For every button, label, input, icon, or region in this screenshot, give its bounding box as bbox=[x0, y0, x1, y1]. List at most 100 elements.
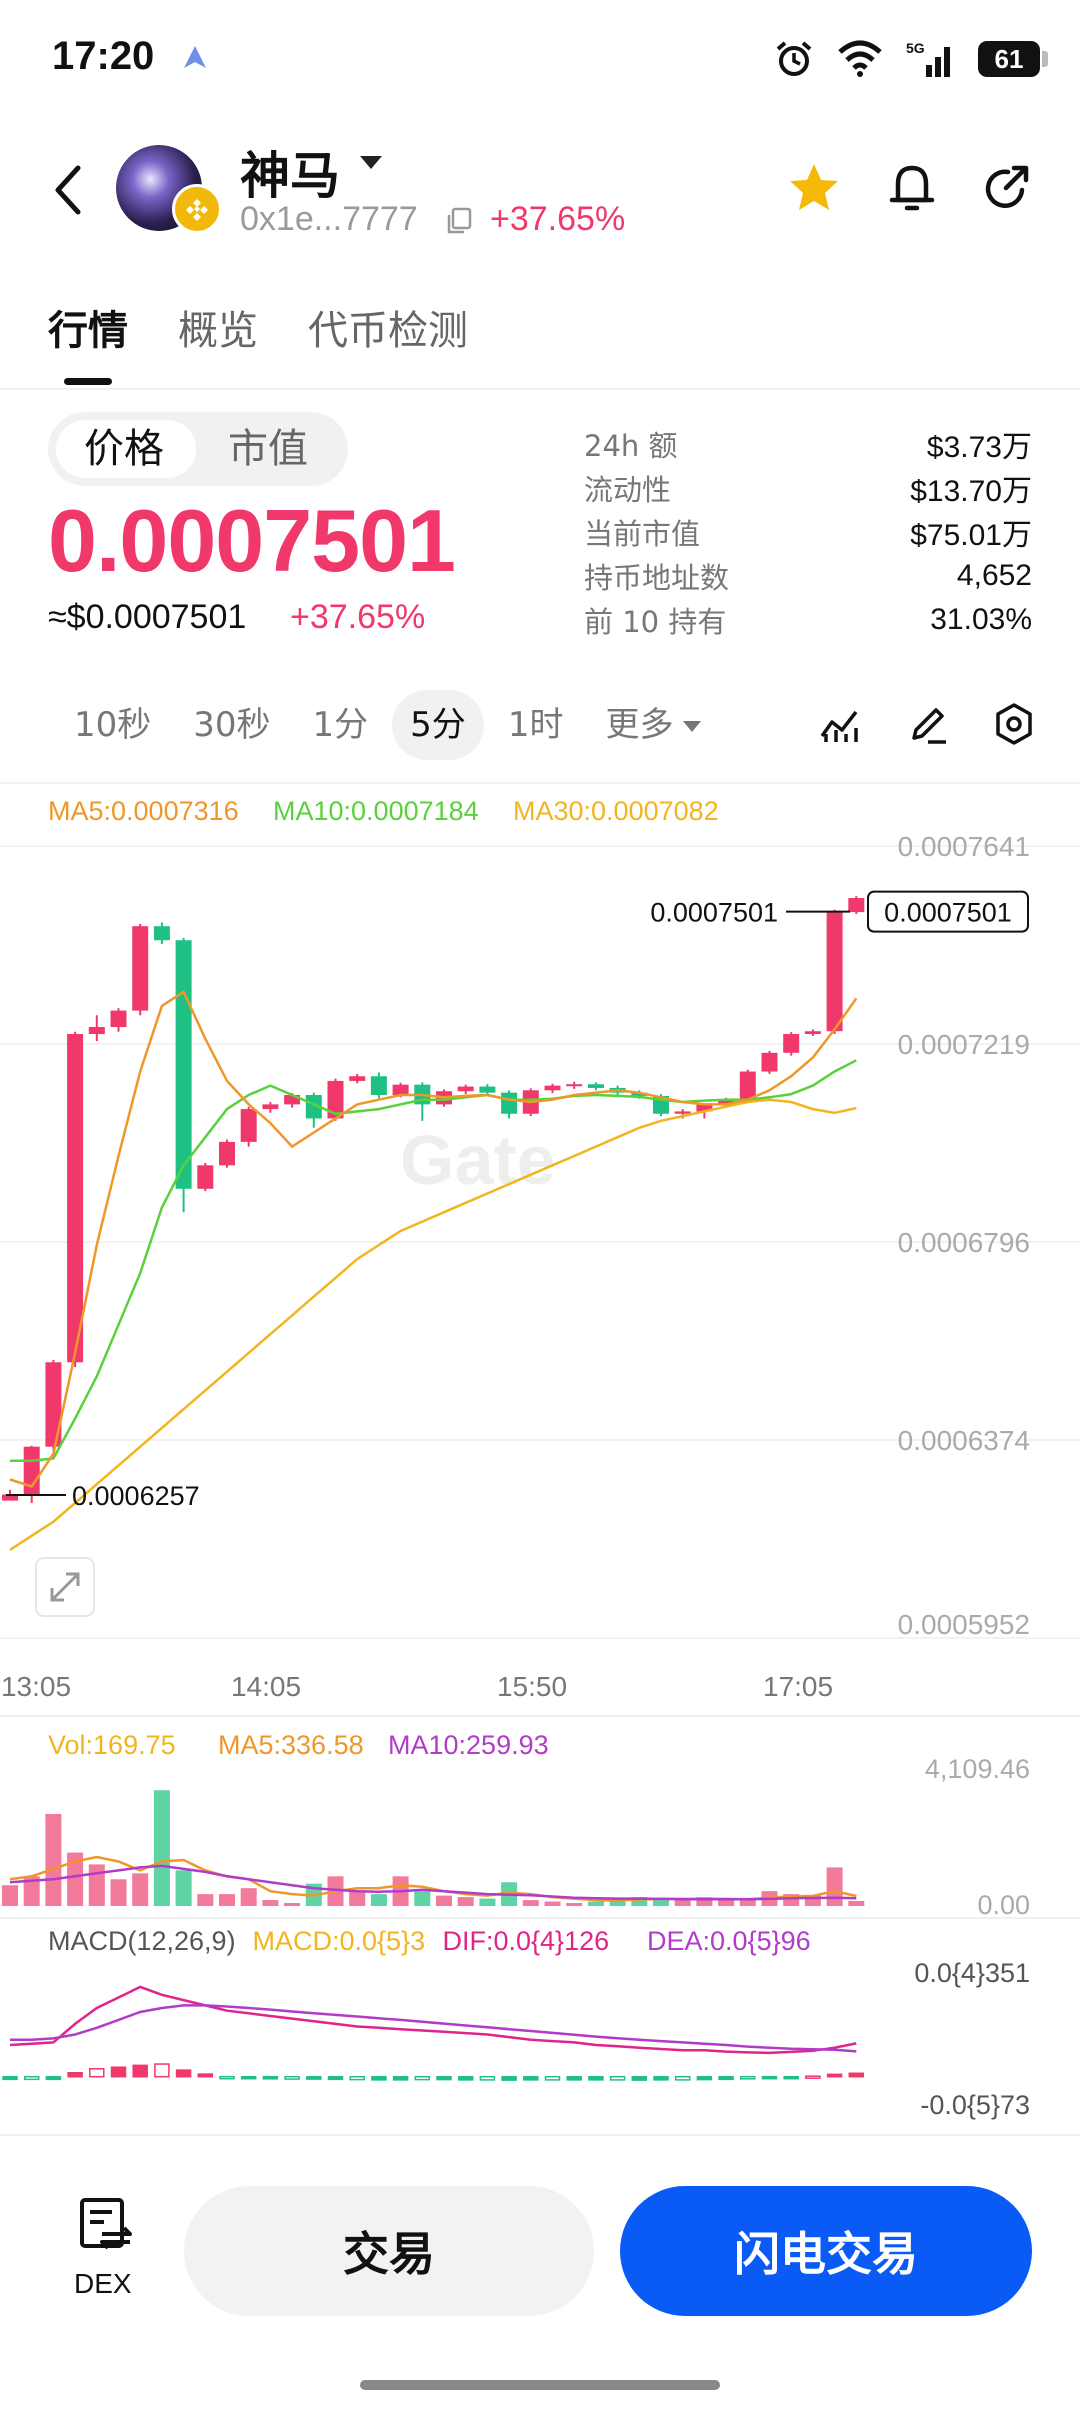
price-alert-bell-icon[interactable] bbox=[884, 158, 940, 218]
macd-histogram-bar bbox=[23, 2075, 40, 2081]
volume-bar bbox=[414, 1891, 431, 1906]
volume-bar bbox=[175, 1870, 192, 1906]
macd-histogram-bar bbox=[826, 2073, 843, 2078]
usd-price: ≈$0.0007501 bbox=[48, 598, 247, 636]
low-price-label: 0.0006257 bbox=[72, 1481, 200, 1511]
macd-legend-label: MACD(12,26,9) bbox=[48, 1926, 236, 1956]
tab-token-check[interactable]: 代币检测 bbox=[308, 308, 468, 354]
candle-body bbox=[501, 1092, 518, 1114]
volume-bar bbox=[718, 1900, 735, 1906]
x-tick-label: 17:05 bbox=[763, 1671, 833, 1702]
interval-1m[interactable]: 1分 bbox=[312, 705, 369, 745]
candle-body bbox=[848, 898, 865, 913]
interval-5m[interactable]: 5分 bbox=[392, 690, 484, 760]
macd-histogram-bar bbox=[392, 2075, 409, 2081]
last-price-box bbox=[867, 890, 1029, 933]
flash-trade-button[interactable]: 闪电交易 bbox=[620, 2186, 1032, 2316]
macd-histogram-bar bbox=[349, 2075, 365, 2081]
y-tick-label: 0.0006796 bbox=[898, 1227, 1030, 1258]
toggle-market-cap[interactable]: 市值 bbox=[228, 426, 308, 472]
macd-histogram-bar bbox=[197, 2073, 214, 2078]
token-name[interactable]: 神马 bbox=[240, 147, 340, 205]
macd-histogram-bar bbox=[67, 2072, 83, 2078]
candle-body bbox=[826, 912, 843, 1032]
ma-legend-label: MA30:0.0007082 bbox=[513, 796, 719, 826]
candle-body bbox=[587, 1084, 604, 1088]
last-price-box-label: 0.0007501 bbox=[884, 898, 1012, 928]
macd-histogram-bar bbox=[2, 2075, 18, 2081]
battery-indicator: 61 bbox=[978, 41, 1048, 77]
macd-histogram-bar bbox=[848, 2072, 865, 2078]
candle-body bbox=[674, 1111, 691, 1114]
volume-bar bbox=[45, 1813, 62, 1906]
candle-body bbox=[544, 1085, 561, 1091]
y-tick-label: 0.0005952 bbox=[898, 1609, 1030, 1640]
volume-bar bbox=[522, 1900, 539, 1906]
volume-bar bbox=[67, 1852, 84, 1906]
candle-body bbox=[284, 1094, 301, 1105]
chart-settings-icon[interactable] bbox=[992, 702, 1036, 746]
dex-label[interactable]: DEX bbox=[74, 2268, 132, 2299]
volume-bar bbox=[88, 1864, 105, 1906]
candle-body bbox=[45, 1362, 62, 1447]
candle-body bbox=[67, 1034, 84, 1363]
interval-30s[interactable]: 30秒 bbox=[193, 705, 271, 745]
candle-body bbox=[2, 1494, 18, 1501]
share-icon[interactable] bbox=[978, 160, 1034, 216]
macd-histogram-bar bbox=[175, 2069, 192, 2078]
trade-button[interactable]: 交易 bbox=[184, 2186, 594, 2316]
interval-more[interactable]: 更多 bbox=[587, 690, 719, 760]
back-arrow-icon[interactable] bbox=[48, 160, 88, 220]
favorite-star-icon[interactable] bbox=[786, 160, 842, 216]
y-tick-label: 0.0007641 bbox=[898, 831, 1030, 862]
divider bbox=[0, 388, 1080, 390]
interval-1h[interactable]: 1时 bbox=[507, 705, 564, 745]
status-icons: 5G 61 bbox=[774, 36, 1048, 82]
volume-bar bbox=[804, 1895, 821, 1906]
candle-body bbox=[153, 926, 170, 941]
candle-body bbox=[718, 1099, 735, 1105]
macd-histogram-bar bbox=[327, 2075, 344, 2081]
candle-body bbox=[349, 1076, 366, 1081]
candle-body bbox=[392, 1084, 409, 1095]
candle-body bbox=[88, 1027, 105, 1035]
candle-body bbox=[783, 1034, 800, 1053]
volume-y-tick: 0.00 bbox=[977, 1890, 1030, 1920]
macd-histogram-bar bbox=[306, 2075, 322, 2080]
volume-y-tick: 4,109.46 bbox=[925, 1754, 1030, 1784]
candle-body bbox=[240, 1109, 257, 1142]
token-switch-caret-icon[interactable] bbox=[360, 156, 382, 169]
candle-body bbox=[219, 1141, 235, 1166]
candle-body bbox=[370, 1076, 387, 1095]
active-tab-indicator bbox=[64, 378, 112, 385]
interval-10s[interactable]: 10秒 bbox=[74, 705, 152, 745]
ma10-line bbox=[10, 1059, 857, 1462]
toggle-price[interactable]: 价格 bbox=[84, 426, 164, 472]
macd-histogram-bar bbox=[414, 2075, 431, 2081]
macd-histogram-bar bbox=[240, 2075, 257, 2080]
candle-body bbox=[262, 1104, 279, 1110]
macd-histogram-bar bbox=[457, 2075, 474, 2081]
tab-market[interactable]: 行情 bbox=[48, 308, 128, 354]
stat-row: 当前市值 $75.01万 bbox=[584, 510, 1032, 554]
expand-icon bbox=[50, 1572, 80, 1602]
kline-chart[interactable]: 0.0007641 0.0007219 0.0006796 0.0006374 0.00… bbox=[0, 784, 1080, 2134]
macd-histogram-bar bbox=[674, 2075, 691, 2081]
macd-histogram-bar bbox=[284, 2075, 300, 2080]
macd-histogram-bar bbox=[609, 2075, 626, 2081]
dex-icon[interactable] bbox=[72, 2196, 138, 2256]
copy-icon[interactable] bbox=[444, 206, 474, 236]
stat-value: 31.03% bbox=[930, 603, 1032, 636]
volume-legend-label: Vol:169.75 bbox=[48, 1730, 176, 1760]
indicator-icon[interactable] bbox=[818, 702, 862, 746]
volume-bar bbox=[826, 1867, 843, 1906]
macd-histogram-bar bbox=[783, 2075, 799, 2080]
alarm-icon bbox=[776, 41, 812, 76]
volume-bar bbox=[739, 1900, 756, 1906]
volume-bar bbox=[370, 1894, 387, 1906]
tab-overview[interactable]: 概览 bbox=[178, 308, 258, 354]
stat-row: 24h 额 $3.73万 bbox=[584, 422, 1032, 466]
volume-bar bbox=[219, 1894, 235, 1906]
draw-pencil-icon[interactable] bbox=[906, 702, 950, 746]
volume-bar bbox=[153, 1790, 170, 1906]
